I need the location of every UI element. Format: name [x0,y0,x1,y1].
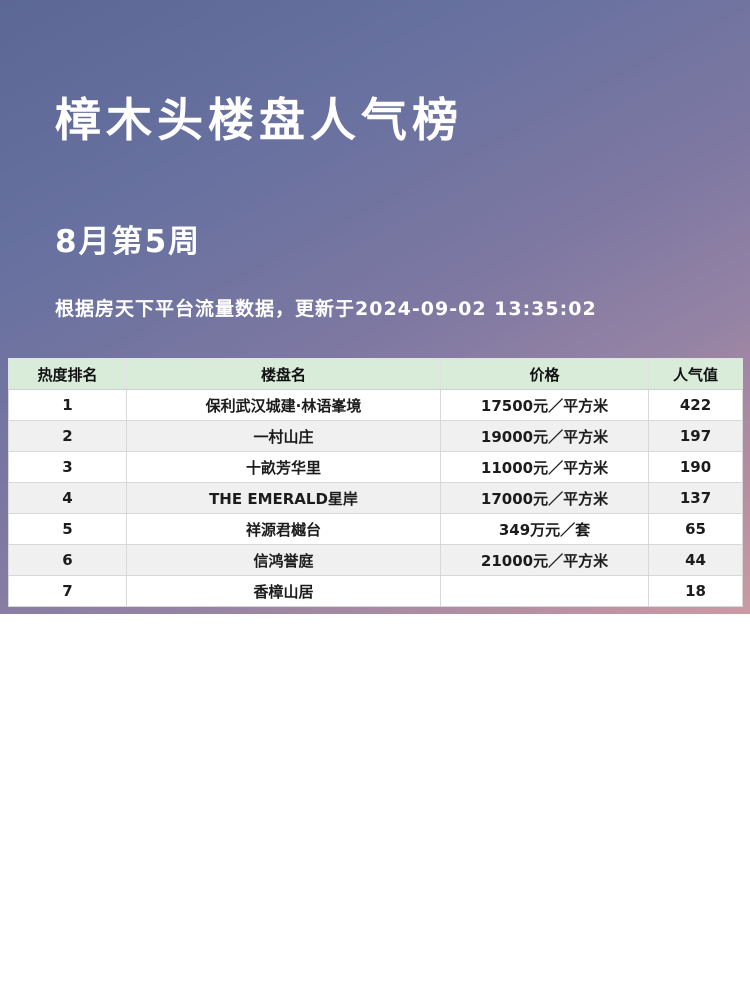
page-title: 樟木头楼盘人气榜 [55,93,463,147]
name-cell: THE EMERALD星岸 [126,482,441,514]
price-cell: 17500元／平方米 [440,389,649,421]
rank-cell: 3 [8,451,127,483]
ranking-table: 热度排名 楼盘名 价格 人气值 1 保利武汉城建·林语峯境 17500元／平方米… [8,358,743,607]
popularity-cell: 44 [648,544,743,576]
price-cell: 11000元／平方米 [440,451,649,483]
table-row: 2 一村山庄 19000元／平方米 197 [8,420,743,452]
rank-cell: 7 [8,575,127,607]
name-cell: 一村山庄 [126,420,441,452]
popularity-cell: 18 [648,575,743,607]
column-header-price: 价格 [440,358,649,390]
rank-cell: 2 [8,420,127,452]
popularity-cell: 197 [648,420,743,452]
table-row: 7 香樟山居 18 [8,575,743,607]
table-row: 3 十畝芳华里 11000元／平方米 190 [8,451,743,483]
price-cell [440,575,649,607]
price-cell: 19000元／平方米 [440,420,649,452]
price-cell: 17000元／平方米 [440,482,649,514]
table-row: 1 保利武汉城建·林语峯境 17500元／平方米 422 [8,389,743,421]
rank-cell: 1 [8,389,127,421]
column-header-rank: 热度排名 [8,358,127,390]
hero-banner: 樟木头楼盘人气榜 8月第5周 根据房天下平台流量数据，更新于2024-09-02… [0,0,750,614]
rank-cell: 5 [8,513,127,545]
week-subtitle: 8月第5周 [55,224,202,260]
column-header-name: 楼盘名 [126,358,441,390]
column-header-popularity: 人气值 [648,358,743,390]
popularity-cell: 137 [648,482,743,514]
name-cell: 祥源君樾台 [126,513,441,545]
source-note: 根据房天下平台流量数据，更新于2024-09-02 13:35:02 [55,298,597,320]
name-cell: 十畝芳华里 [126,451,441,483]
popularity-cell: 65 [648,513,743,545]
price-cell: 349万元／套 [440,513,649,545]
popularity-cell: 422 [648,389,743,421]
price-cell: 21000元／平方米 [440,544,649,576]
table-row: 5 祥源君樾台 349万元／套 65 [8,513,743,545]
rank-cell: 4 [8,482,127,514]
name-cell: 保利武汉城建·林语峯境 [126,389,441,421]
table-row: 6 信鸿誉庭 21000元／平方米 44 [8,544,743,576]
table-row: 4 THE EMERALD星岸 17000元／平方米 137 [8,482,743,514]
name-cell: 信鸿誉庭 [126,544,441,576]
popularity-cell: 190 [648,451,743,483]
table-header-row: 热度排名 楼盘名 价格 人气值 [8,358,743,390]
rank-cell: 6 [8,544,127,576]
name-cell: 香樟山居 [126,575,441,607]
